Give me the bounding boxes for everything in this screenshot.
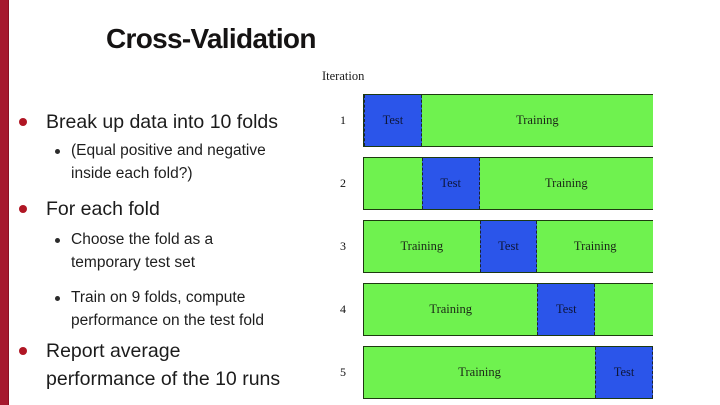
sub-bullet-equal-positive: (Equal positive and negative inside each… [53, 140, 266, 185]
bullet-line: temporary test set [71, 253, 196, 271]
fold-bar: Test Training [363, 94, 653, 147]
segment-label: Test [440, 176, 462, 190]
segment-label: Training [458, 365, 501, 379]
bullet-for-each-fold: For each fold [19, 195, 160, 223]
bullet-break-up-data: Break up data into 10 folds [19, 108, 278, 136]
training-block: Training [364, 221, 480, 272]
bullet-dot [55, 149, 60, 154]
segment-label: Training [516, 113, 559, 127]
bullet-line: For each fold [46, 198, 160, 220]
bullet-text: For each fold [46, 195, 160, 223]
fold-bar: Training Test [363, 346, 653, 399]
bullet-dot [19, 205, 27, 213]
iteration-number: 4 [340, 302, 346, 316]
segment-label: Test [498, 239, 519, 253]
segment-label: Test [555, 302, 577, 316]
segment-label: Test [613, 365, 635, 379]
fold-bar: Training Test [363, 283, 653, 336]
iteration-number: 5 [340, 365, 346, 379]
bullet-line: performance on the test fold [71, 311, 265, 329]
training-block [364, 158, 422, 209]
left-accent-bar [0, 0, 9, 405]
bullet-dot [55, 238, 60, 243]
iteration-axis-label: Iteration [322, 69, 365, 83]
bullet-text: (Equal positive and negative inside each… [71, 140, 266, 185]
bullet-line: Report average [46, 340, 181, 362]
segment-label: Training [400, 239, 444, 253]
bullet-report-average: Report average performance of the 10 run… [19, 337, 280, 393]
test-block: Test [421, 158, 480, 209]
sub-bullet-choose-fold: Choose the fold as a temporary test set [53, 229, 213, 274]
page-title: Cross-Validation [106, 23, 316, 54]
test-block: Test [364, 95, 422, 146]
segment-label: Training [429, 302, 472, 316]
training-block: Training [479, 158, 653, 209]
bullet-line: Choose the fold as a [71, 231, 214, 248]
bullet-line: Train on 9 folds, compute [71, 289, 246, 306]
segment-label: Training [544, 176, 588, 190]
training-block [595, 284, 653, 335]
bullet-text: Report average performance of the 10 run… [46, 337, 280, 393]
bullet-line: Break up data into 10 folds [46, 111, 278, 133]
segment-label: Training [573, 239, 617, 253]
test-block: Test [595, 347, 653, 398]
bullet-line: performance of the 10 runs [46, 368, 281, 390]
bullet-text: Train on 9 folds, compute performance on… [71, 287, 264, 332]
iteration-number: 3 [340, 239, 346, 253]
fold-bar: Test Training [363, 157, 653, 210]
fold-bar: Training Test Training [363, 220, 653, 273]
training-block: Training [421, 95, 653, 146]
sub-bullet-train-9-folds: Train on 9 folds, compute performance on… [53, 287, 264, 332]
training-block: Training [537, 221, 653, 272]
training-block: Training [364, 347, 596, 398]
bullet-dot [19, 347, 27, 355]
test-block: Test [479, 221, 538, 272]
iteration-number: 1 [340, 113, 346, 127]
bullet-dot [19, 118, 27, 126]
bullet-line: inside each fold?) [71, 164, 193, 182]
bullet-text: Break up data into 10 folds [46, 108, 278, 136]
segment-label: Test [382, 113, 404, 127]
bullet-dot [55, 296, 60, 301]
iteration-number: 2 [340, 176, 346, 190]
training-block: Training [364, 284, 538, 335]
bullet-text: Choose the fold as a temporary test set [71, 229, 213, 274]
test-block: Test [537, 284, 596, 335]
bullet-line: (Equal positive and negative [71, 142, 266, 159]
